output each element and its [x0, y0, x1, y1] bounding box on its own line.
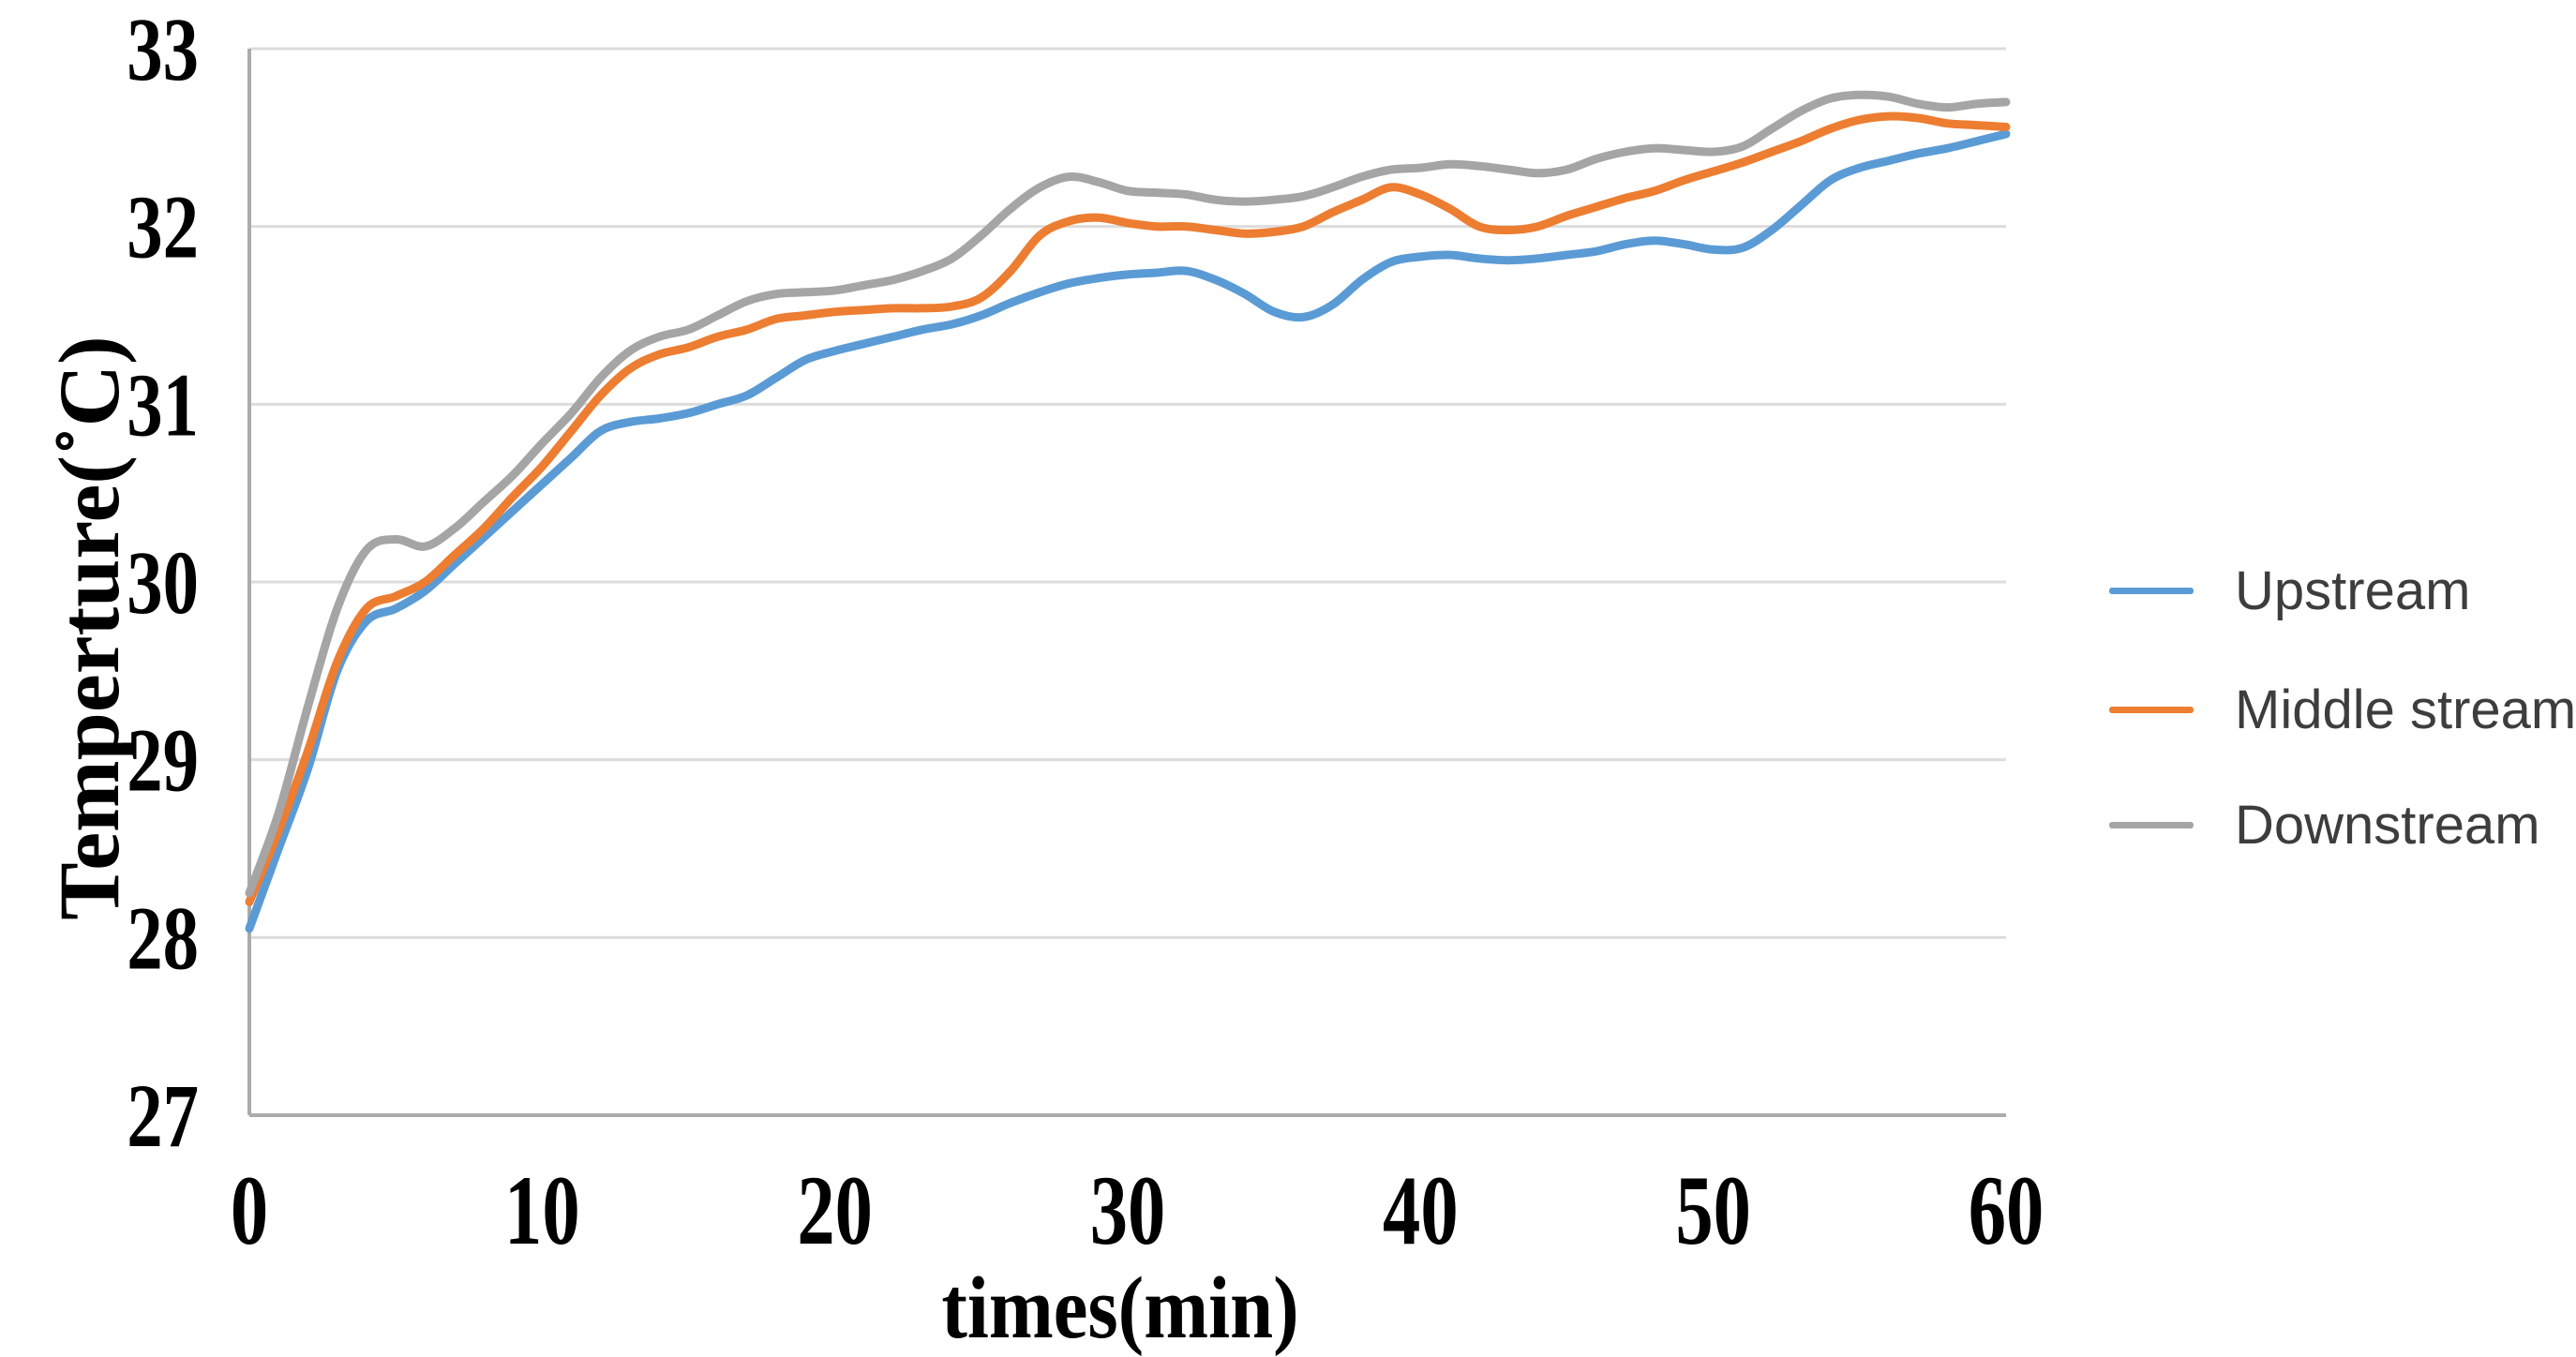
legend-line-middle-stream-icon: [2109, 706, 2194, 713]
x-tick-label: 40: [1383, 1156, 1459, 1266]
y-tick-label: 31: [127, 355, 199, 455]
legend-item-upstream: Upstream: [2109, 558, 2470, 623]
legend-line-downstream-icon: [2109, 821, 2194, 828]
y-tick-label: 32: [127, 178, 199, 277]
series-line-downstream: [245, 90, 2011, 898]
legend-line-upstream-icon: [2109, 587, 2194, 594]
series-line-middle-stream: [245, 112, 2011, 906]
legend-label-upstream: Upstream: [2235, 559, 2471, 621]
x-tick-label: 30: [1090, 1156, 1166, 1266]
y-tick-label: 28: [127, 888, 199, 988]
x-tick-label: 60: [1969, 1156, 2044, 1266]
legend: Upstream Middle stream Downstream: [2109, 0, 2576, 1357]
y-tick-label: 30: [127, 533, 199, 633]
y-axis-title: Temperture(˚C): [41, 336, 137, 920]
y-tick-label: 29: [127, 711, 199, 811]
x-tick-label: 10: [504, 1156, 580, 1266]
legend-label-downstream: Downstream: [2235, 794, 2540, 856]
y-tick-label: 27: [127, 1066, 199, 1166]
x-axis-title: times(min): [941, 1260, 1299, 1357]
y-tick-label: 33: [127, 0, 199, 99]
x-tick-label: 0: [231, 1156, 268, 1266]
legend-item-downstream: Downstream: [2109, 792, 2540, 857]
x-tick-label: 50: [1675, 1156, 1751, 1266]
legend-item-middle-stream: Middle stream: [2109, 677, 2576, 742]
series-line-upstream: [245, 129, 2011, 933]
legend-label-middle-stream: Middle stream: [2235, 678, 2576, 740]
x-tick-label: 20: [797, 1156, 873, 1266]
